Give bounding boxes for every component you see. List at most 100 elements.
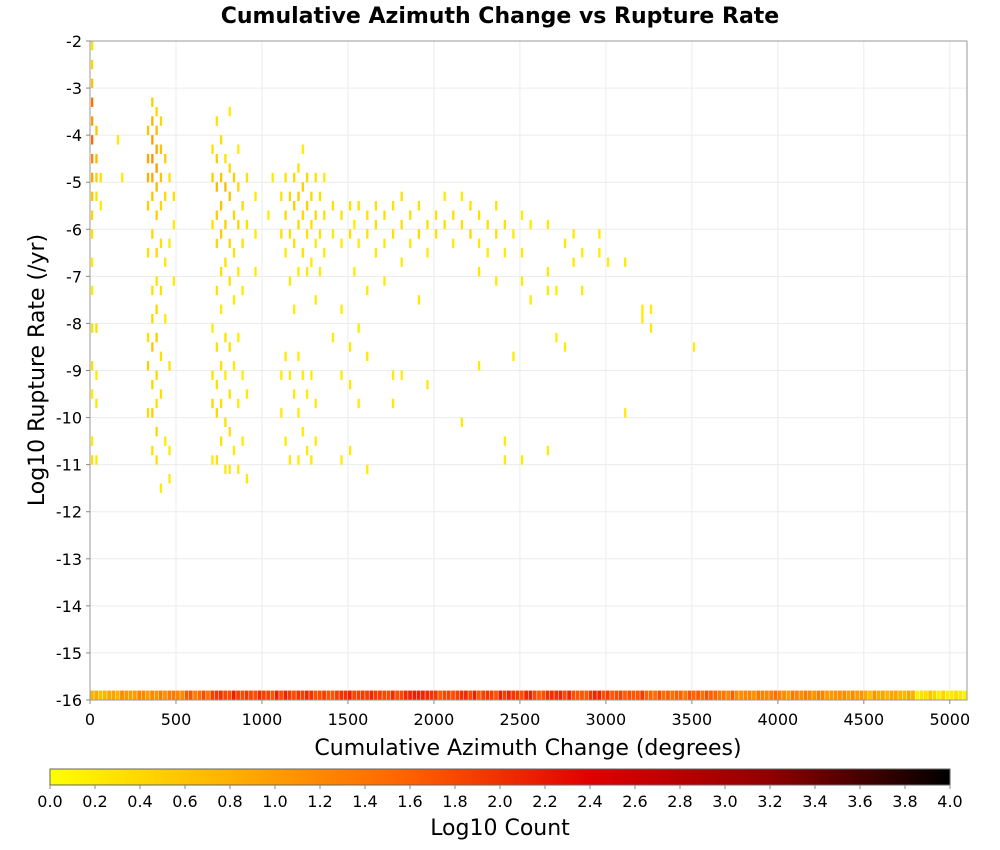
y-tick-label: -13 bbox=[56, 550, 82, 569]
band-cell bbox=[799, 690, 804, 700]
heatmap-cell bbox=[215, 285, 218, 296]
heatmap-cell bbox=[146, 248, 150, 258]
band-cell bbox=[610, 690, 614, 700]
y-tick-label: -3 bbox=[66, 79, 82, 98]
heatmap-cell bbox=[452, 238, 455, 249]
band-cell bbox=[855, 690, 860, 700]
band-cell bbox=[313, 690, 318, 700]
heatmap-cell bbox=[155, 398, 158, 409]
heatmap-cell bbox=[366, 210, 369, 220]
heatmap-cell bbox=[155, 144, 158, 154]
band-cell bbox=[489, 690, 494, 700]
heatmap-cell bbox=[155, 370, 158, 380]
heatmap-cell bbox=[323, 210, 326, 220]
band-cell bbox=[507, 690, 511, 700]
heatmap-cell bbox=[237, 266, 240, 277]
band-cell bbox=[210, 690, 215, 700]
heatmap-cell bbox=[353, 219, 356, 230]
band-cell bbox=[941, 690, 946, 700]
heatmap-cell bbox=[340, 210, 343, 220]
colorbar-tick-label: 3.2 bbox=[757, 792, 782, 811]
colorbar-tick-label: 3.4 bbox=[802, 792, 827, 811]
band-cell bbox=[687, 690, 692, 700]
band-cell bbox=[365, 690, 369, 700]
band-cell bbox=[691, 690, 696, 700]
heatmap-cell bbox=[469, 229, 472, 239]
band-cell bbox=[644, 690, 649, 700]
band-cell bbox=[734, 690, 739, 700]
heatmap-cell bbox=[219, 229, 223, 239]
heatmap-cell bbox=[649, 323, 653, 333]
heatmap-cell bbox=[151, 116, 154, 126]
heatmap-cell bbox=[228, 191, 231, 202]
heatmap-cell bbox=[649, 304, 653, 315]
band-cell bbox=[618, 690, 623, 700]
heatmap-cell bbox=[91, 323, 94, 333]
y-tick-label: -2 bbox=[66, 32, 82, 51]
colorbar-tick-label: 1.4 bbox=[352, 792, 377, 811]
heatmap-cell bbox=[224, 332, 227, 343]
heatmap-cell bbox=[172, 276, 175, 286]
heatmap-cell bbox=[151, 191, 154, 202]
heatmap-cell bbox=[357, 201, 360, 211]
band-cell bbox=[786, 690, 791, 700]
band-cell bbox=[803, 690, 808, 700]
band-cell bbox=[292, 690, 296, 700]
band-cell bbox=[287, 690, 292, 700]
heatmap-cell bbox=[288, 455, 292, 465]
heatmap-cell bbox=[314, 172, 317, 183]
heatmap-cell bbox=[224, 417, 227, 427]
band-cell bbox=[537, 690, 541, 700]
heatmap-cell bbox=[529, 295, 532, 305]
heatmap-cell bbox=[391, 398, 395, 409]
band-cell bbox=[188, 690, 193, 700]
band-cell bbox=[459, 690, 464, 700]
heatmap-cell bbox=[301, 210, 304, 220]
heatmap-cell bbox=[366, 351, 369, 362]
band-cell bbox=[545, 690, 550, 700]
heatmap-cell bbox=[305, 445, 309, 456]
heatmap-cell bbox=[348, 201, 352, 211]
band-cell bbox=[132, 690, 137, 700]
band-cell bbox=[175, 690, 180, 700]
band-cell bbox=[279, 690, 283, 700]
band-cell bbox=[395, 690, 400, 700]
band-cell bbox=[769, 690, 774, 700]
heatmap-cell bbox=[301, 182, 304, 192]
heatmap-cell bbox=[151, 408, 154, 418]
heatmap-cell bbox=[211, 144, 214, 154]
heatmap-cell bbox=[211, 172, 214, 183]
heatmap-cell bbox=[164, 314, 167, 324]
heatmap-cell bbox=[219, 135, 223, 145]
heatmap-cell bbox=[91, 389, 94, 399]
colorbar bbox=[49, 768, 951, 786]
x-tick-label: 0 bbox=[85, 710, 95, 729]
y-tick-label: -11 bbox=[56, 456, 82, 475]
band-cell bbox=[120, 690, 124, 700]
heatmap-cell bbox=[495, 201, 498, 211]
band-cell bbox=[949, 690, 954, 700]
heatmap-cell bbox=[232, 210, 236, 220]
colorbar-tick-label: 1.6 bbox=[397, 792, 422, 811]
heatmap-cell bbox=[241, 201, 244, 211]
heatmap-cell bbox=[224, 464, 227, 475]
heatmap-cell bbox=[280, 370, 283, 380]
colorbar-ticks: 0.0 0.2 0.4 0.6 0.8 1.0 1.2 1.4 1.6 1.8 2.0 2.2 2.4 2… bbox=[37, 785, 963, 811]
band-cell bbox=[128, 690, 133, 700]
band-cell bbox=[954, 690, 958, 700]
band-cell bbox=[726, 690, 731, 700]
heatmap-cell bbox=[546, 266, 549, 277]
heatmap-cell bbox=[293, 389, 296, 399]
y-axis-label: Log10 Rupture Rate (/yr) bbox=[25, 234, 50, 506]
heatmap-cell bbox=[391, 201, 395, 211]
band-cell bbox=[485, 690, 490, 700]
heatmap-cell bbox=[91, 41, 94, 51]
heatmap-cell bbox=[211, 219, 214, 230]
heatmap-cell bbox=[297, 408, 300, 418]
heatmap-cell bbox=[581, 248, 584, 258]
heatmap-cell bbox=[159, 201, 163, 211]
band-cell bbox=[678, 690, 683, 700]
band-cell bbox=[438, 690, 443, 700]
heatmap-cell bbox=[224, 182, 227, 192]
band-cell bbox=[760, 690, 765, 700]
